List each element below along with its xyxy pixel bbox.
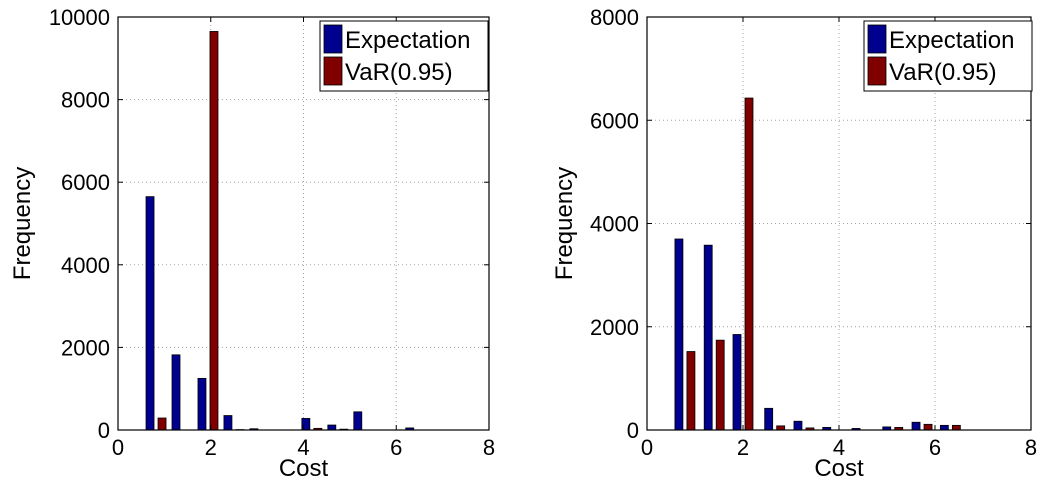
bar-expectation (703, 244, 713, 431)
x-tick-label: 6 (390, 435, 402, 460)
x-axis-label: Cost (279, 455, 329, 482)
x-tick-label: 8 (1025, 435, 1037, 460)
bar-expectation (197, 377, 207, 431)
chart-panel-2: 0 2 4 6 8 0 2000 4000 6000 8000 Cost Frequency Expec… (551, 5, 1037, 482)
y-axis-label: Frequency (551, 167, 578, 280)
legend-swatch (867, 56, 887, 86)
y-tick-label: 10000 (49, 5, 110, 30)
bar-var (951, 424, 961, 431)
x-tick-label: 4 (297, 435, 309, 460)
bar-expectation (327, 424, 337, 431)
y-tick-label: 6000 (590, 108, 639, 133)
legend-box (319, 20, 489, 92)
bar-expectation (145, 196, 155, 431)
chart-panel-1: 0 2 4 6 8 0 2000 4000 6000 8000 10000 Cost Frequency… (9, 5, 495, 482)
legend-label: VaR(0.95) (345, 59, 453, 86)
bar-var (923, 423, 933, 431)
bar-expectation (353, 411, 363, 431)
x-tick-label: 8 (483, 435, 495, 460)
bar-expectation (674, 238, 684, 431)
bar-expectation (171, 354, 181, 431)
bar-expectation (764, 407, 774, 431)
bar-var (715, 339, 725, 431)
legend-swatch (323, 56, 343, 86)
y-tick-label: 8000 (61, 88, 110, 113)
x-axis-label: Cost (814, 455, 864, 482)
bar-expectation (223, 415, 233, 431)
x-tick-label: 4 (833, 435, 845, 460)
bar-var (776, 425, 786, 431)
legend-swatch (867, 24, 887, 54)
legend-swatch (323, 24, 343, 54)
bar-var (157, 417, 167, 431)
y-tick-label: 0 (627, 418, 639, 443)
bar-expectation (732, 334, 742, 431)
legend-label: Expectation (889, 27, 1014, 54)
y-tick-label: 4000 (61, 253, 110, 278)
x-tick-label: 0 (641, 435, 653, 460)
legend: Expectation VaR(0.95) (319, 20, 489, 92)
bar-expectation (911, 421, 921, 431)
x-tick-label: 6 (929, 435, 941, 460)
y-tick-label: 2000 (590, 315, 639, 340)
bar-var (209, 31, 219, 431)
x-tick-label: 0 (112, 435, 124, 460)
y-tick-label: 2000 (61, 335, 110, 360)
y-tick-label: 8000 (590, 5, 639, 30)
x-tick-label: 2 (205, 435, 217, 460)
y-axis-label: Frequency (9, 167, 36, 280)
bar-expectation (939, 424, 949, 431)
y-tick-label: 0 (98, 418, 110, 443)
legend-label: Expectation (345, 27, 470, 54)
y-tick-label: 6000 (61, 170, 110, 195)
legend-box (863, 20, 1033, 92)
y-tick-label: 4000 (590, 212, 639, 237)
legend: Expectation VaR(0.95) (863, 20, 1033, 92)
legend-label: VaR(0.95) (889, 59, 997, 86)
bar-var (744, 97, 754, 431)
x-tick-label: 2 (737, 435, 749, 460)
bar-expectation (793, 420, 803, 431)
bar-var (686, 351, 696, 431)
